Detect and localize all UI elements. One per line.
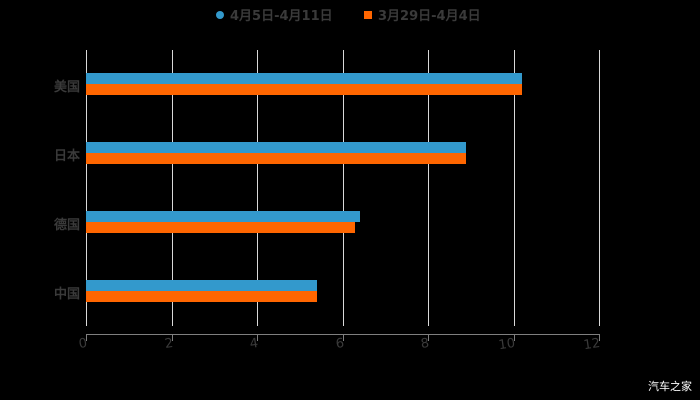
x-tick-label: 0	[77, 336, 89, 353]
gridline	[257, 50, 258, 326]
category-label: 美国	[53, 80, 80, 95]
chart-legend: 4月5日-4月11日 3月29日-4月4日	[0, 5, 700, 24]
bar-blue[interactable]	[86, 211, 360, 222]
bar-blue[interactable]	[86, 280, 317, 291]
gridline	[172, 50, 173, 326]
x-tick	[172, 334, 173, 341]
bar-orange[interactable]	[86, 291, 317, 302]
x-tick	[257, 334, 258, 341]
bar-blue[interactable]	[86, 142, 466, 153]
x-tick-label: 2	[163, 336, 175, 353]
x-tick	[86, 334, 87, 341]
bar-orange[interactable]	[86, 222, 355, 233]
watermark: 汽车之家	[648, 380, 692, 393]
x-tick-label: 12	[582, 336, 602, 354]
x-tick-label: 8	[419, 336, 431, 353]
category-label: 德国	[53, 218, 80, 233]
legend-label: 4月5日-4月11日	[230, 9, 333, 24]
gridline	[343, 50, 344, 326]
gridline	[428, 50, 429, 326]
legend-circle-icon	[216, 10, 224, 19]
x-tick	[428, 334, 429, 341]
legend-item-series-1[interactable]: 4月5日-4月11日	[216, 5, 333, 24]
gridline	[599, 50, 600, 326]
gridline	[86, 50, 87, 326]
x-tick-label: 4	[248, 336, 260, 353]
x-axis-line	[86, 334, 600, 335]
legend-item-series-2[interactable]: 3月29日-4月4日	[364, 5, 481, 24]
x-tick	[343, 334, 344, 341]
category-label: 中国	[53, 287, 80, 302]
x-tick-label: 6	[334, 336, 346, 353]
legend-label: 3月29日-4月4日	[378, 9, 481, 24]
bar-blue[interactable]	[86, 73, 522, 84]
x-tick-label: 10	[497, 336, 517, 354]
bar-orange[interactable]	[86, 84, 522, 95]
gridline	[514, 50, 515, 326]
legend-square-icon	[364, 10, 372, 19]
category-label: 日本	[53, 149, 80, 164]
x-tick	[599, 334, 600, 341]
x-tick	[514, 334, 515, 341]
bar-orange[interactable]	[86, 153, 466, 164]
